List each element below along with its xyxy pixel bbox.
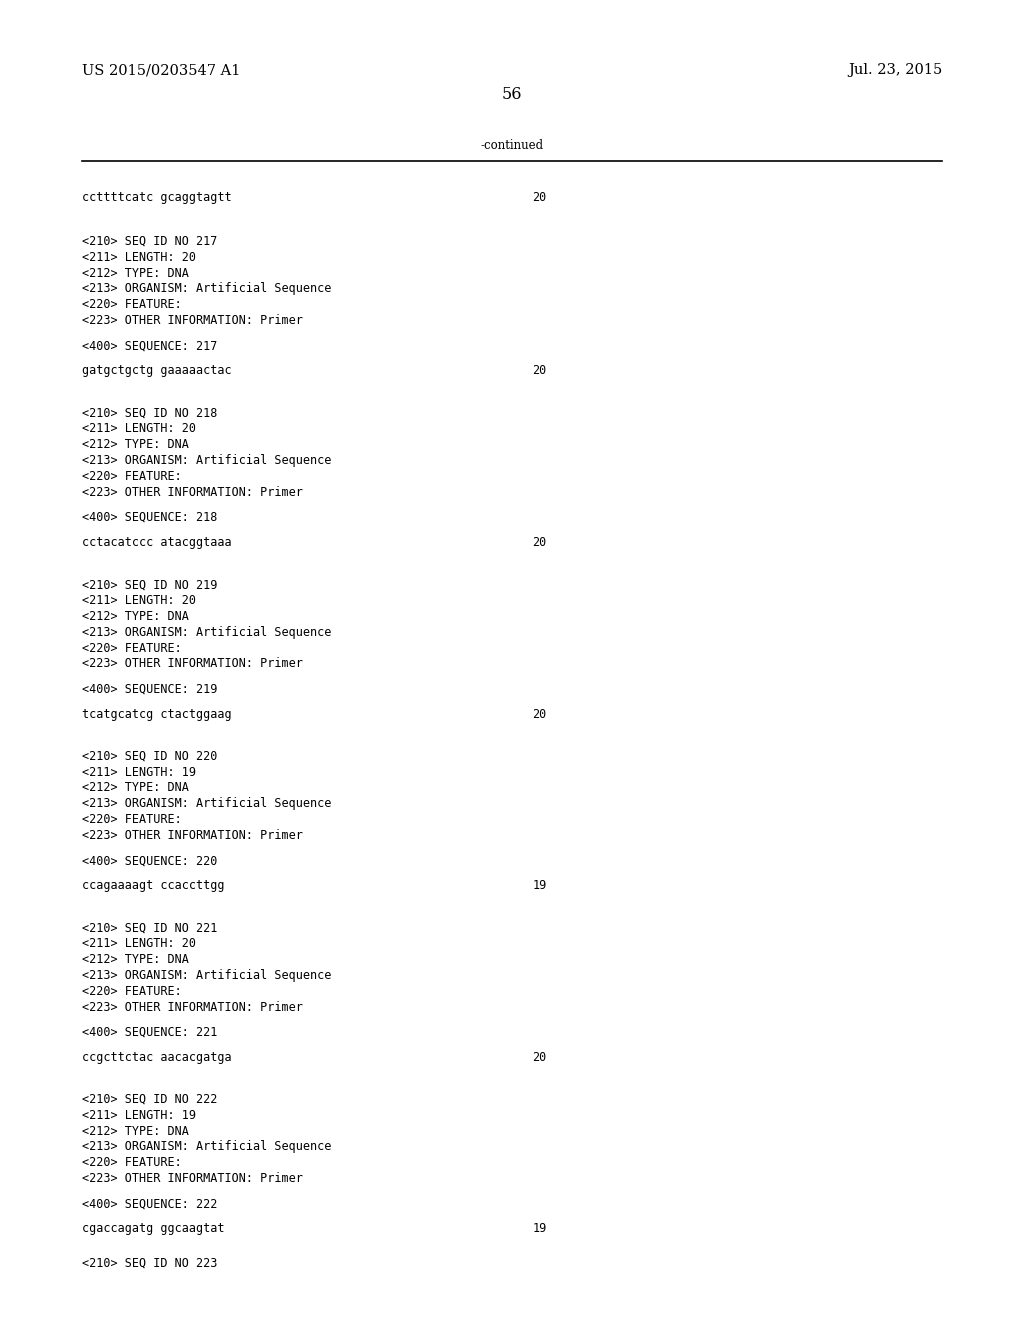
Text: <210> SEQ ID NO 219: <210> SEQ ID NO 219 bbox=[82, 578, 217, 591]
Text: <213> ORGANISM: Artificial Sequence: <213> ORGANISM: Artificial Sequence bbox=[82, 626, 332, 639]
Text: cctacatccc atacggtaaa: cctacatccc atacggtaaa bbox=[82, 536, 231, 549]
Text: <400> SEQUENCE: 219: <400> SEQUENCE: 219 bbox=[82, 682, 217, 696]
Text: 20: 20 bbox=[532, 364, 547, 378]
Text: 20: 20 bbox=[532, 708, 547, 721]
Text: 20: 20 bbox=[532, 536, 547, 549]
Text: Jul. 23, 2015: Jul. 23, 2015 bbox=[848, 63, 942, 78]
Text: ccgcttctac aacacgatga: ccgcttctac aacacgatga bbox=[82, 1051, 231, 1064]
Text: <223> OTHER INFORMATION: Primer: <223> OTHER INFORMATION: Primer bbox=[82, 1172, 303, 1185]
Text: <223> OTHER INFORMATION: Primer: <223> OTHER INFORMATION: Primer bbox=[82, 1001, 303, 1014]
Text: <210> SEQ ID NO 217: <210> SEQ ID NO 217 bbox=[82, 235, 217, 248]
Text: <211> LENGTH: 19: <211> LENGTH: 19 bbox=[82, 1109, 196, 1122]
Text: <210> SEQ ID NO 218: <210> SEQ ID NO 218 bbox=[82, 407, 217, 420]
Text: <220> FEATURE:: <220> FEATURE: bbox=[82, 813, 181, 826]
Text: <211> LENGTH: 19: <211> LENGTH: 19 bbox=[82, 766, 196, 779]
Text: 19: 19 bbox=[532, 879, 547, 892]
Text: 20: 20 bbox=[532, 191, 547, 205]
Text: 56: 56 bbox=[502, 86, 522, 103]
Text: <210> SEQ ID NO 223: <210> SEQ ID NO 223 bbox=[82, 1257, 217, 1270]
Text: 20: 20 bbox=[532, 1051, 547, 1064]
Text: ccttttcatc gcaggtagtt: ccttttcatc gcaggtagtt bbox=[82, 191, 231, 205]
Text: <210> SEQ ID NO 221: <210> SEQ ID NO 221 bbox=[82, 921, 217, 935]
Text: <212> TYPE: DNA: <212> TYPE: DNA bbox=[82, 1125, 188, 1138]
Text: <213> ORGANISM: Artificial Sequence: <213> ORGANISM: Artificial Sequence bbox=[82, 1140, 332, 1154]
Text: <223> OTHER INFORMATION: Primer: <223> OTHER INFORMATION: Primer bbox=[82, 829, 303, 842]
Text: <223> OTHER INFORMATION: Primer: <223> OTHER INFORMATION: Primer bbox=[82, 486, 303, 499]
Text: ccagaaaagt ccaccttgg: ccagaaaagt ccaccttgg bbox=[82, 879, 224, 892]
Text: 19: 19 bbox=[532, 1222, 547, 1236]
Text: cgaccagatg ggcaagtat: cgaccagatg ggcaagtat bbox=[82, 1222, 224, 1236]
Text: <400> SEQUENCE: 221: <400> SEQUENCE: 221 bbox=[82, 1026, 217, 1039]
Text: gatgctgctg gaaaaactac: gatgctgctg gaaaaactac bbox=[82, 364, 231, 378]
Text: <212> TYPE: DNA: <212> TYPE: DNA bbox=[82, 438, 188, 451]
Text: <211> LENGTH: 20: <211> LENGTH: 20 bbox=[82, 937, 196, 950]
Text: <223> OTHER INFORMATION: Primer: <223> OTHER INFORMATION: Primer bbox=[82, 314, 303, 327]
Text: <220> FEATURE:: <220> FEATURE: bbox=[82, 985, 181, 998]
Text: <213> ORGANISM: Artificial Sequence: <213> ORGANISM: Artificial Sequence bbox=[82, 797, 332, 810]
Text: <211> LENGTH: 20: <211> LENGTH: 20 bbox=[82, 594, 196, 607]
Text: <220> FEATURE:: <220> FEATURE: bbox=[82, 298, 181, 312]
Text: <400> SEQUENCE: 218: <400> SEQUENCE: 218 bbox=[82, 511, 217, 524]
Text: <220> FEATURE:: <220> FEATURE: bbox=[82, 470, 181, 483]
Text: <211> LENGTH: 20: <211> LENGTH: 20 bbox=[82, 251, 196, 264]
Text: <210> SEQ ID NO 220: <210> SEQ ID NO 220 bbox=[82, 750, 217, 763]
Text: <212> TYPE: DNA: <212> TYPE: DNA bbox=[82, 610, 188, 623]
Text: <213> ORGANISM: Artificial Sequence: <213> ORGANISM: Artificial Sequence bbox=[82, 969, 332, 982]
Text: <220> FEATURE:: <220> FEATURE: bbox=[82, 642, 181, 655]
Text: <213> ORGANISM: Artificial Sequence: <213> ORGANISM: Artificial Sequence bbox=[82, 454, 332, 467]
Text: US 2015/0203547 A1: US 2015/0203547 A1 bbox=[82, 63, 241, 78]
Text: tcatgcatcg ctactggaag: tcatgcatcg ctactggaag bbox=[82, 708, 231, 721]
Text: <210> SEQ ID NO 222: <210> SEQ ID NO 222 bbox=[82, 1093, 217, 1106]
Text: <223> OTHER INFORMATION: Primer: <223> OTHER INFORMATION: Primer bbox=[82, 657, 303, 671]
Text: <400> SEQUENCE: 220: <400> SEQUENCE: 220 bbox=[82, 854, 217, 867]
Text: <211> LENGTH: 20: <211> LENGTH: 20 bbox=[82, 422, 196, 436]
Text: <212> TYPE: DNA: <212> TYPE: DNA bbox=[82, 953, 188, 966]
Text: <400> SEQUENCE: 222: <400> SEQUENCE: 222 bbox=[82, 1197, 217, 1210]
Text: <220> FEATURE:: <220> FEATURE: bbox=[82, 1156, 181, 1170]
Text: <212> TYPE: DNA: <212> TYPE: DNA bbox=[82, 267, 188, 280]
Text: <213> ORGANISM: Artificial Sequence: <213> ORGANISM: Artificial Sequence bbox=[82, 282, 332, 296]
Text: -continued: -continued bbox=[480, 139, 544, 152]
Text: <212> TYPE: DNA: <212> TYPE: DNA bbox=[82, 781, 188, 795]
Text: <400> SEQUENCE: 217: <400> SEQUENCE: 217 bbox=[82, 339, 217, 352]
